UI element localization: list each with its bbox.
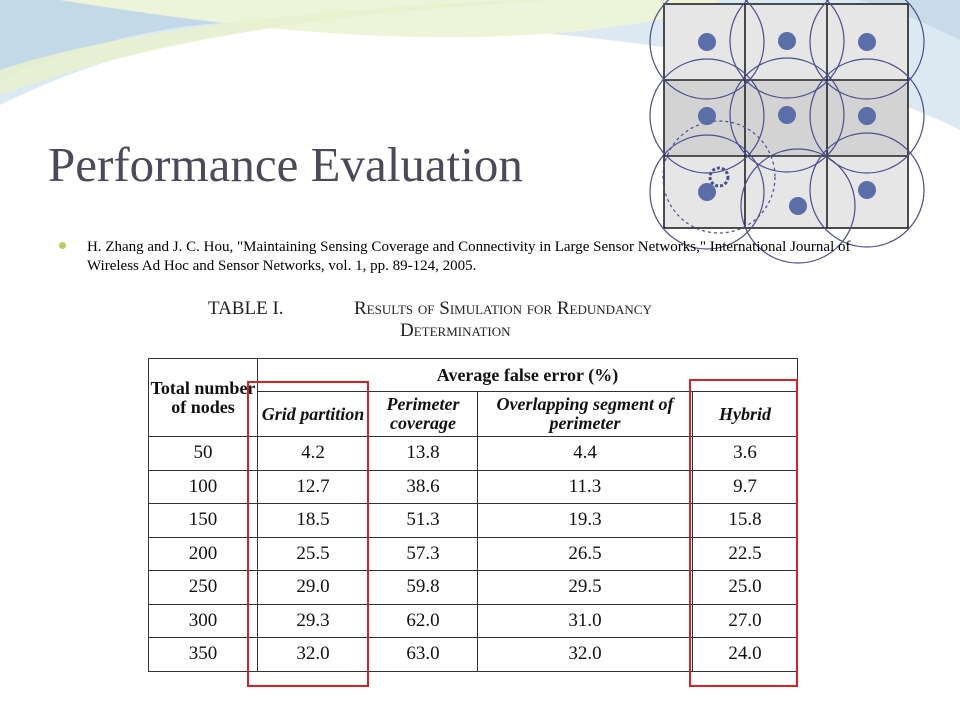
cell-perimeter-coverage: 62.0 [368,603,478,638]
cell-nodes: 350 [148,637,258,672]
header-average-false-error: Average false error (%) [257,358,798,392]
cell-perimeter-coverage: 57.3 [368,536,478,571]
page-title: Performance Evaluation [48,137,523,192]
cell-grid-partition: 25.5 [257,536,369,571]
table-row: 200 25.5 57.3 26.5 22.5 [148,536,798,571]
cell-overlapping-segment: 29.5 [477,570,693,605]
cell-overlapping-segment: 31.0 [477,603,693,638]
cell-nodes: 250 [148,570,258,605]
cell-perimeter-coverage: 63.0 [368,637,478,672]
sensor-grid-coverage-diagram [649,0,925,264]
cell-grid-partition: 4.2 [257,436,369,471]
cell-overlapping-segment: 26.5 [477,536,693,571]
results-table: Total number of nodes Average false erro… [148,358,798,672]
cell-grid-partition: 32.0 [257,637,369,672]
cell-overlapping-segment: 11.3 [477,469,693,504]
cell-nodes: 100 [148,469,258,504]
cell-hybrid: 15.8 [692,503,798,538]
cell-hybrid: 24.0 [692,637,798,672]
grid-partition-highlight-box [247,381,369,687]
cell-nodes: 200 [148,536,258,571]
table-row: 50 4.2 13.8 4.4 3.6 [148,436,798,471]
header-overlapping-segment: Overlapping segment of perimeter [477,391,693,437]
cell-perimeter-coverage: 13.8 [368,436,478,471]
cell-perimeter-coverage: 59.8 [368,570,478,605]
header-grid-partition: Grid partition [257,391,369,437]
citation-text: H. Zhang and J. C. Hou, "Maintaining Sen… [87,239,851,274]
cell-overlapping-segment: 19.3 [477,503,693,538]
table-row: 300 29.3 62.0 31.0 27.0 [148,603,798,638]
table-title-line1: Results of Simulation for Redundancy [354,298,652,319]
table-row: 100 12.7 38.6 11.3 9.7 [148,469,798,504]
cell-hybrid: 9.7 [692,469,798,504]
cell-nodes: 150 [148,503,258,538]
results-table-panel: TABLE I. Results of Simulation for Redund… [136,284,818,688]
header-perimeter-coverage: Perimeter coverage [368,391,478,437]
cell-perimeter-coverage: 51.3 [368,503,478,538]
table-caption: TABLE I. Results of Simulation for Redund… [208,298,652,342]
cell-overlapping-segment: 32.0 [477,637,693,672]
table-title-line2: Determination [400,320,511,341]
cell-overlapping-segment: 4.4 [477,436,693,471]
round-bullet-icon [59,242,66,249]
header-total-nodes: Total number of nodes [148,358,258,437]
cell-nodes: 50 [148,436,258,471]
citation-bullet: H. Zhang and J. C. Hou, "Maintaining Sen… [59,238,882,276]
table-row: 350 32.0 63.0 32.0 24.0 [148,637,798,672]
hybrid-highlight-box [689,379,798,687]
cell-perimeter-coverage: 38.6 [368,469,478,504]
table-number: TABLE I. [208,298,284,319]
cell-nodes: 300 [148,603,258,638]
